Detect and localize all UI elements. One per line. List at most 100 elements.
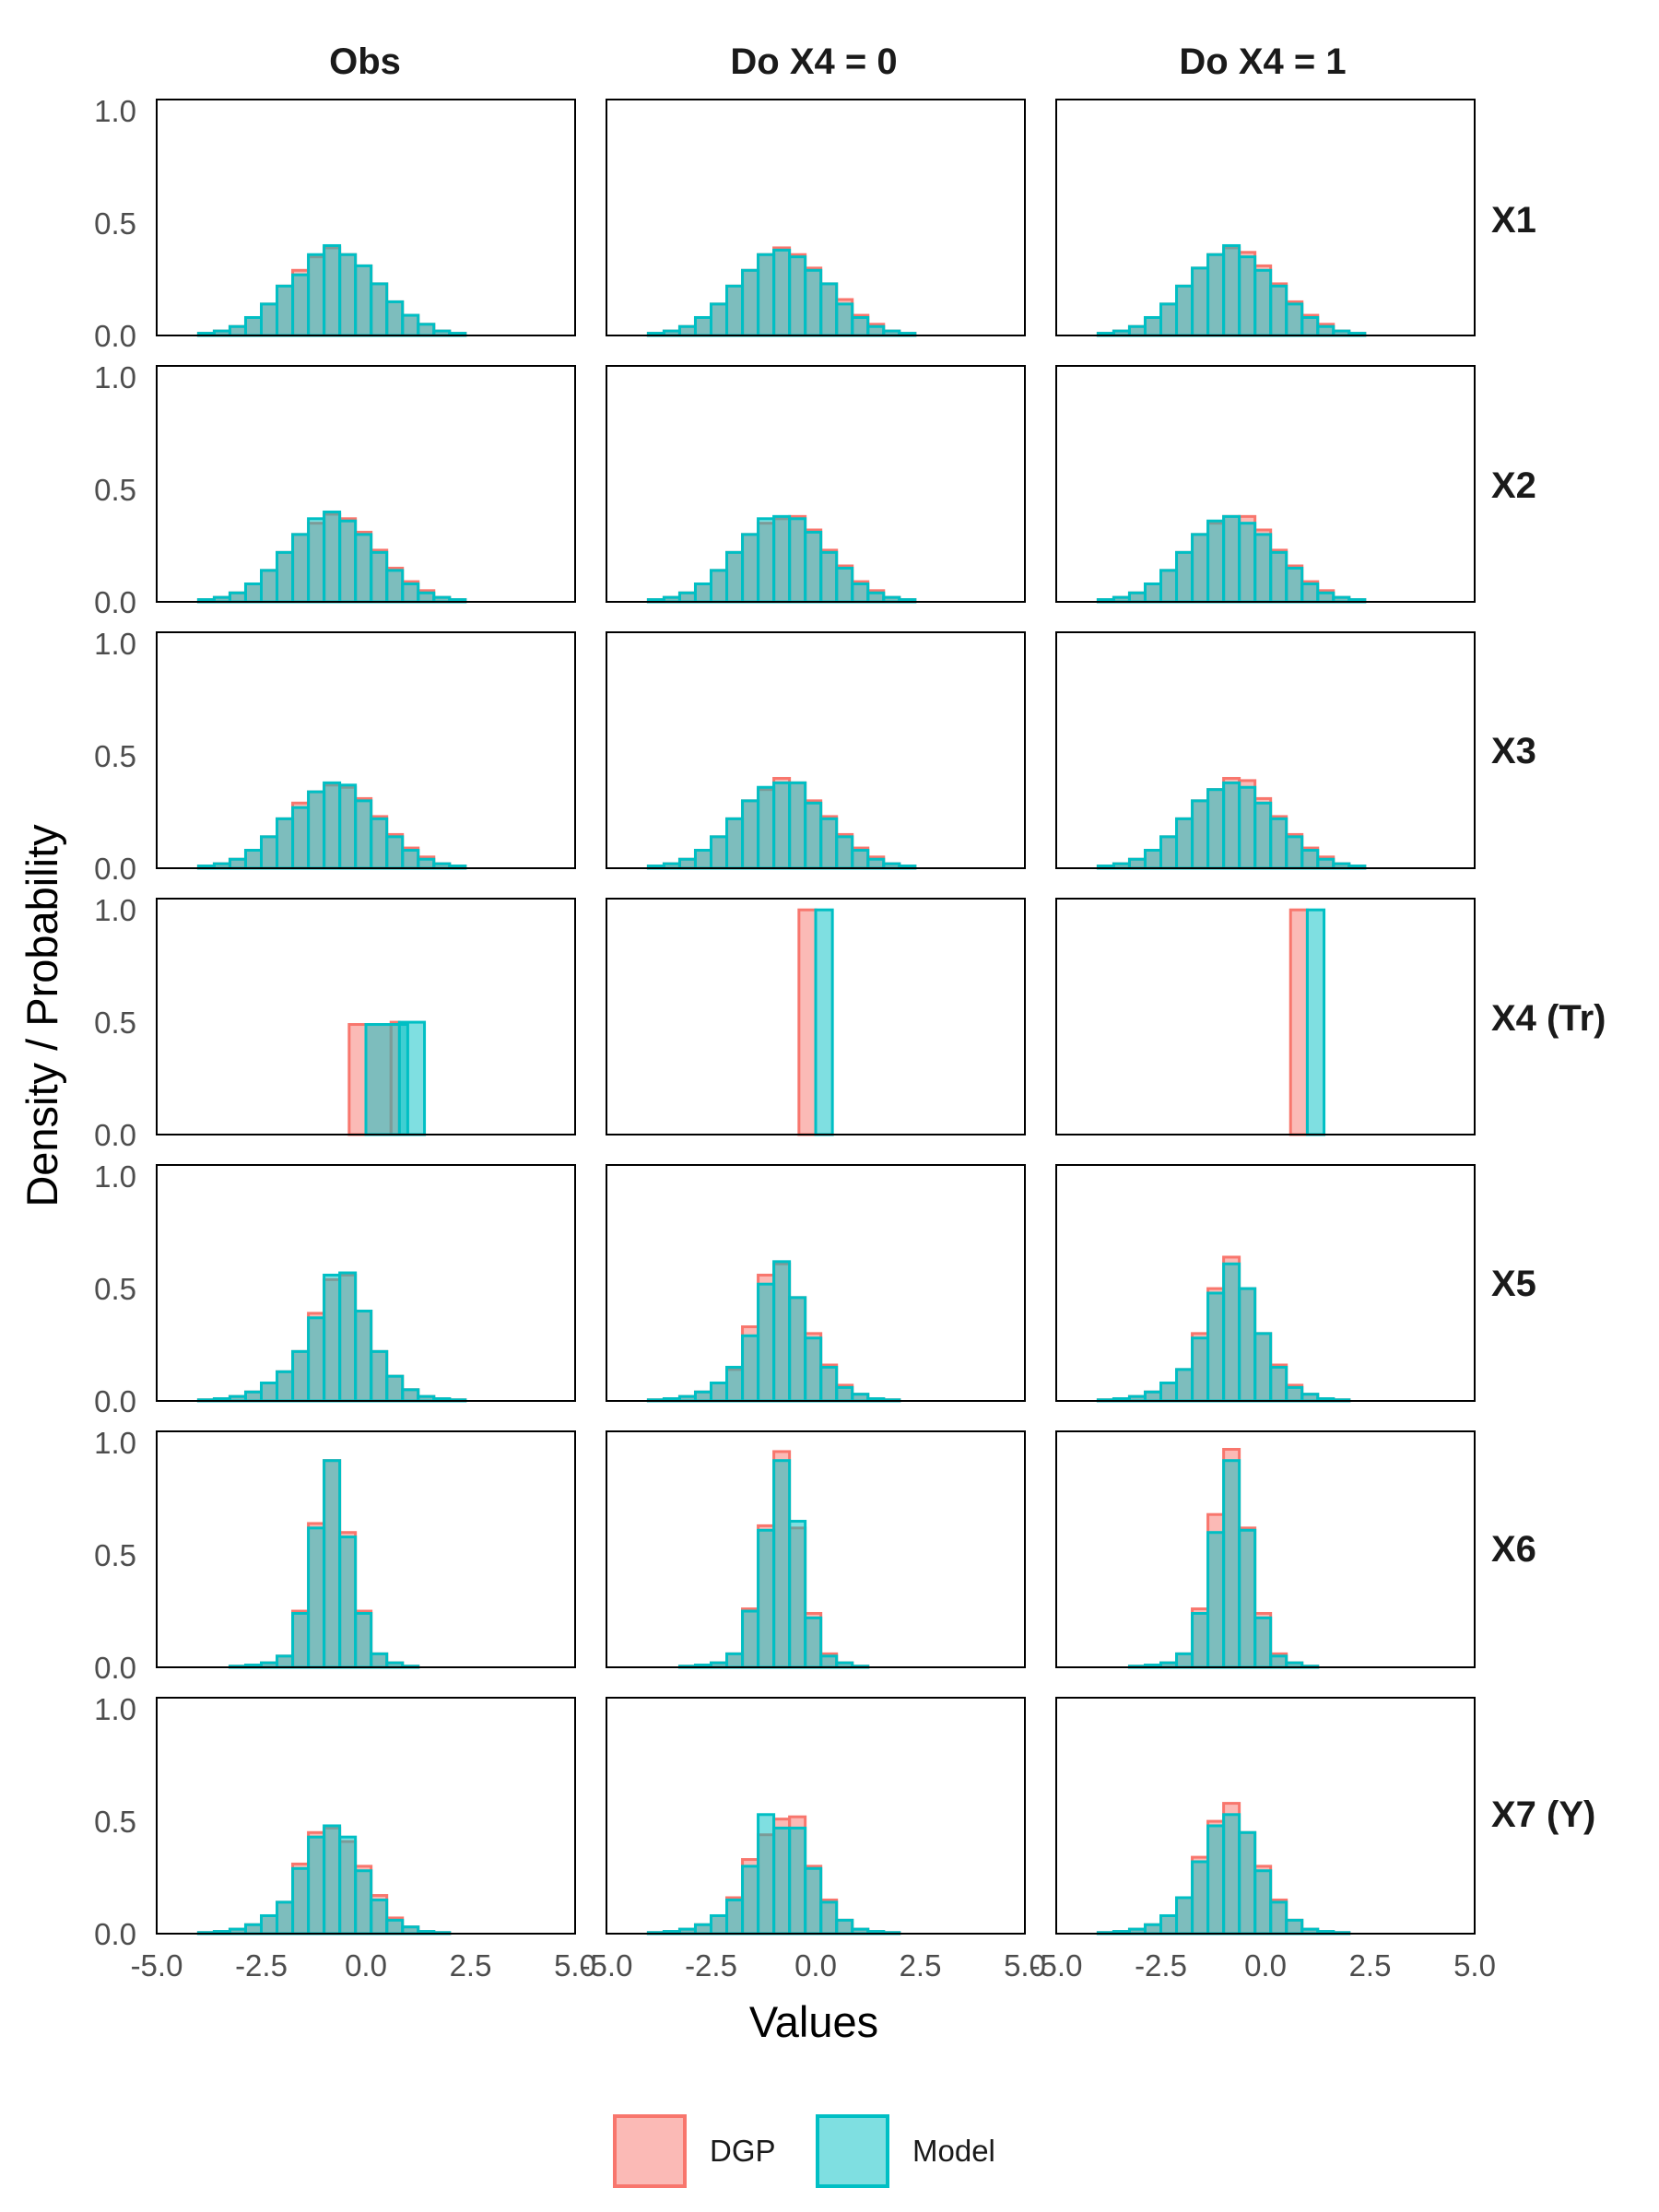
model-bar <box>307 253 326 337</box>
model-bar <box>1285 566 1304 604</box>
model-bar <box>710 1381 729 1403</box>
model-bar <box>693 315 712 337</box>
panel-x4-tr-obs <box>156 898 576 1136</box>
model-bar <box>1143 1390 1162 1403</box>
model-bar <box>725 550 745 604</box>
model-bar <box>397 1020 427 1136</box>
model-bar <box>1300 315 1320 337</box>
model-bar <box>1305 908 1326 1136</box>
row-title-x7-y: X7 (Y) <box>1491 1794 1595 1835</box>
model-bar <box>276 1370 295 1403</box>
panel-frame <box>606 1164 1026 1402</box>
panel-x1-do-x4-1 <box>1055 99 1476 337</box>
x-tick-label: -2.5 <box>685 1948 737 1983</box>
model-bar <box>338 1535 358 1669</box>
model-bar <box>1238 1528 1257 1669</box>
model-bar <box>385 1918 405 1936</box>
x-tick-label: -5.0 <box>131 1948 183 1983</box>
model-bar <box>291 1866 311 1936</box>
x-tick-label: 5.0 <box>1004 1948 1046 1983</box>
model-bar <box>417 591 436 604</box>
model-bar <box>1316 324 1335 337</box>
panel-frame <box>1055 898 1476 1135</box>
model-bar <box>401 1925 420 1936</box>
model-bar <box>851 582 870 604</box>
model-bar <box>819 550 839 604</box>
model-bar <box>772 781 792 870</box>
x-tick-label: 2.5 <box>1349 1948 1392 1983</box>
y-tick-label: 1.0 <box>94 360 136 394</box>
model-bar <box>338 783 358 870</box>
row-title-x3: X3 <box>1491 731 1536 771</box>
model-bar <box>1222 243 1241 337</box>
model-bar <box>1143 582 1162 604</box>
model-bar <box>1222 1813 1241 1936</box>
model-bar <box>1127 591 1147 604</box>
model-bar <box>1238 255 1257 337</box>
panel-x3-obs <box>156 631 576 870</box>
model-bar <box>1191 1611 1210 1669</box>
model-bar <box>1191 533 1210 604</box>
model-bar <box>338 1271 358 1403</box>
model-bar <box>1253 533 1273 604</box>
model-bar <box>804 1616 823 1669</box>
model-bar <box>851 315 870 337</box>
model-bar <box>1300 582 1320 604</box>
model-bar <box>725 1652 745 1669</box>
model-bar <box>1175 1368 1194 1403</box>
y-tick-label: 0.5 <box>94 473 136 507</box>
y-tick-label: 0.5 <box>94 1538 136 1572</box>
model-bar <box>1159 1913 1179 1936</box>
model-bar <box>323 781 342 870</box>
panel-x4-tr-do-x4-1 <box>1055 898 1476 1136</box>
model-bar <box>1175 1896 1194 1936</box>
model-bar <box>243 1390 264 1403</box>
model-bar <box>788 255 807 337</box>
model-bar <box>323 1824 342 1936</box>
model-bar <box>772 1260 792 1403</box>
model-bar <box>757 1282 776 1403</box>
model-bar <box>307 1835 326 1936</box>
model-bar <box>835 1385 854 1403</box>
model-bar <box>1175 284 1194 337</box>
model-bar <box>788 1826 807 1936</box>
model-bar <box>757 253 776 337</box>
panel-x6-do-x4-0 <box>606 1430 1026 1669</box>
model-bar <box>710 569 729 604</box>
model-bar <box>725 1365 745 1403</box>
panel-x2-do-x4-1 <box>1055 365 1476 604</box>
model-bar <box>788 1296 807 1403</box>
model-bar <box>819 1654 839 1669</box>
model-bar <box>772 1459 792 1669</box>
panel-frame <box>1055 631 1476 869</box>
column-title-obs: Obs <box>329 41 401 82</box>
model-bar <box>401 313 420 337</box>
model-bar <box>1285 1918 1304 1936</box>
model-bar <box>1191 799 1210 870</box>
panel-x4-tr-do-x4-0 <box>606 898 1026 1136</box>
model-bar <box>1159 835 1179 870</box>
model-bar <box>385 300 405 337</box>
y-axis-title: Density / Probability <box>18 824 66 1207</box>
model-bar <box>323 510 342 604</box>
model-bar <box>323 1273 342 1403</box>
model-bar <box>757 517 776 604</box>
model-bar <box>741 1334 760 1403</box>
panel-x2-do-x4-0 <box>606 365 1026 604</box>
model-bar <box>677 324 697 337</box>
y-tick-label: 0.0 <box>94 319 136 353</box>
model-bar <box>1253 801 1273 870</box>
legend-label-dgp: DGP <box>710 2134 776 2168</box>
panel-frame <box>606 365 1026 603</box>
model-bar <box>1238 522 1257 604</box>
model-bar <box>276 1900 295 1936</box>
model-bar <box>307 517 326 604</box>
x-axis-title: Values <box>749 1997 878 2046</box>
model-bar <box>307 1316 326 1403</box>
model-bar <box>307 1526 326 1669</box>
model-bar <box>291 1611 311 1669</box>
y-tick-label: 1.0 <box>94 1159 136 1194</box>
model-bar <box>370 1349 389 1403</box>
model-bar <box>1253 268 1273 337</box>
model-bar <box>835 302 854 337</box>
